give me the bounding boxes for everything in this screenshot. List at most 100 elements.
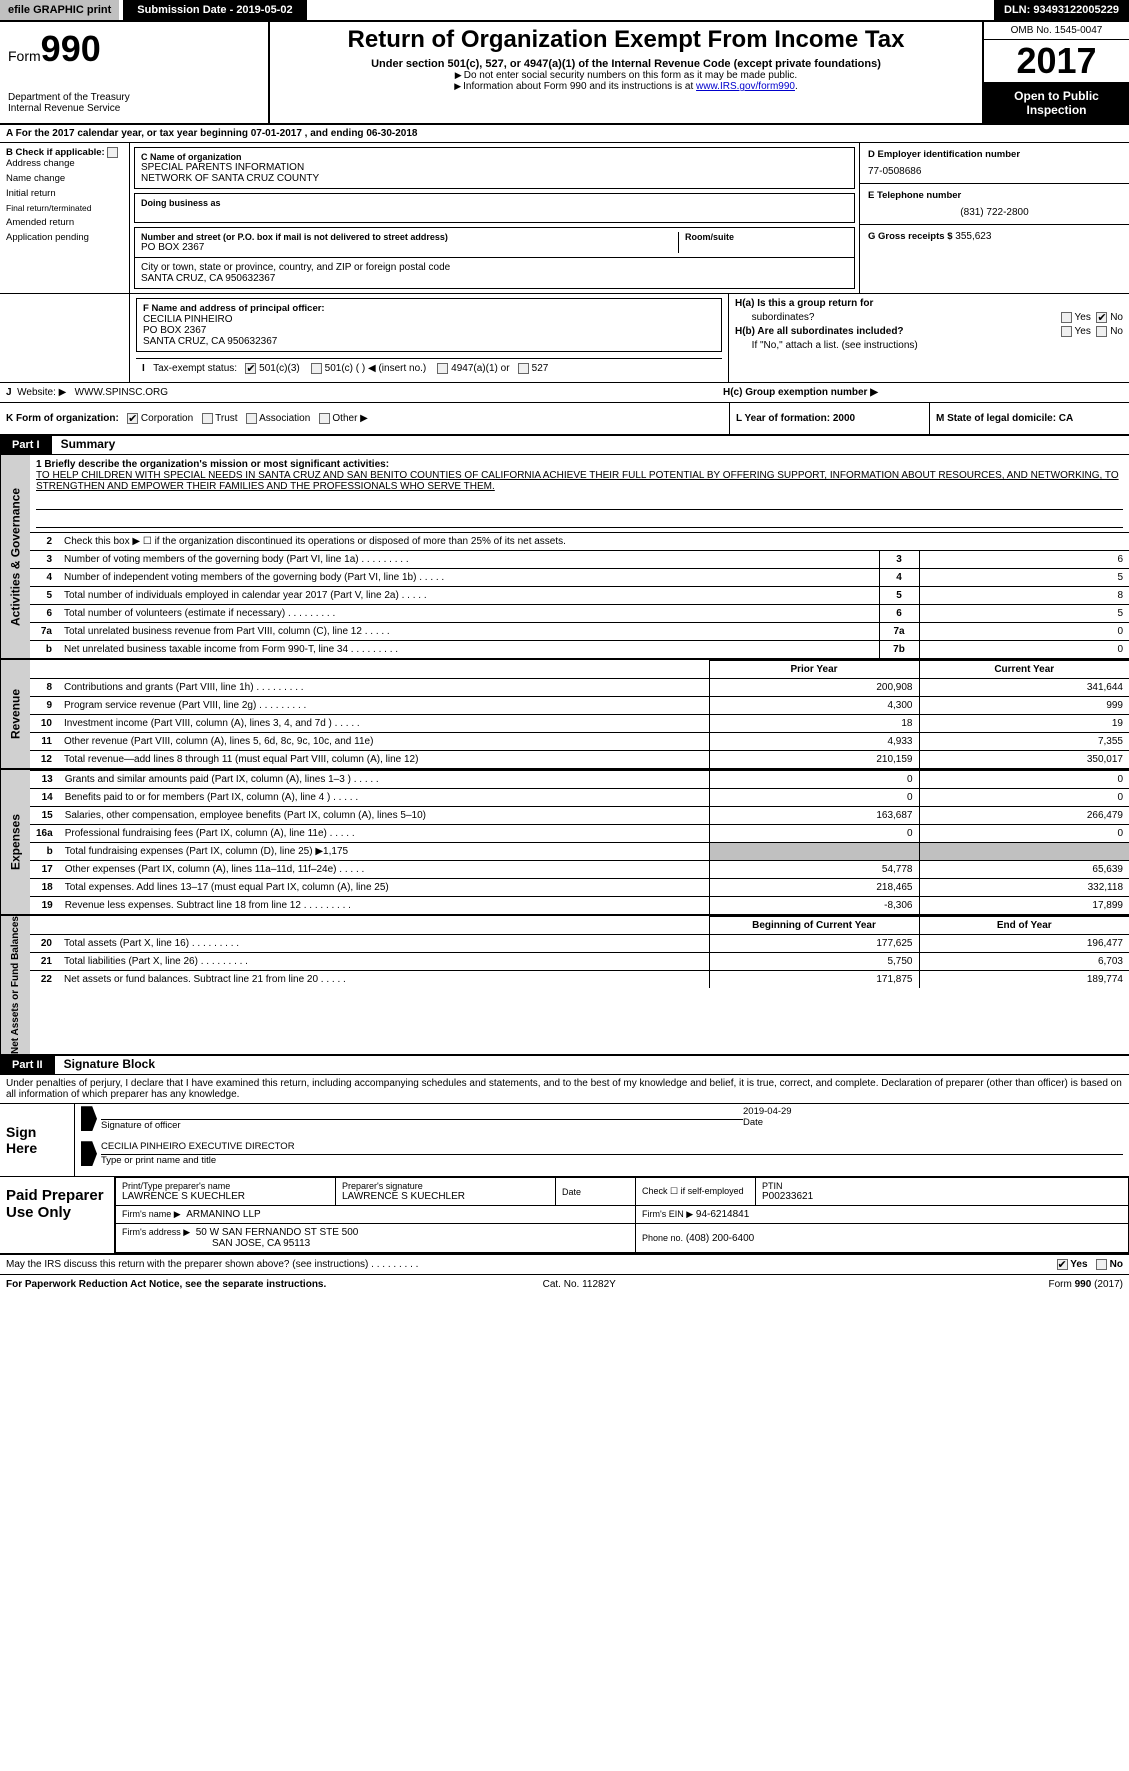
page-footer: For Paperwork Reduction Act Notice, see … (0, 1275, 1129, 1294)
chk-corp[interactable] (127, 413, 138, 424)
sign-here-label: Sign Here (0, 1104, 75, 1176)
sign-date-val: 2019-04-29 (743, 1106, 1123, 1117)
c-name2: NETWORK OF SANTA CRUZ COUNTY (141, 173, 848, 184)
irs-link[interactable]: www.IRS.gov/form990 (696, 81, 795, 92)
part1-badge: Part I (0, 436, 52, 454)
chk-address: Address change (6, 158, 123, 169)
row-a-period: A For the 2017 calendar year, or tax yea… (0, 125, 1129, 143)
col-c: C Name of organization SPECIAL PARENTS I… (130, 143, 859, 293)
dba-lbl: Doing business as (141, 198, 848, 208)
phone-val: (831) 722-2800 (868, 207, 1121, 218)
revenue-section: Revenue Prior YearCurrent Year 8Contribu… (0, 660, 1129, 770)
name-lbl: Type or print name and title (101, 1155, 1123, 1166)
side-netassets: Net Assets or Fund Balances (0, 916, 30, 1054)
chk-other[interactable] (319, 413, 330, 424)
l-year: L Year of formation: 2000 (729, 403, 929, 434)
h-column: H(a) Is this a group return for subordin… (729, 294, 1129, 382)
col-de: D Employer identification number 77-0508… (859, 143, 1129, 293)
submission-date: Submission Date - 2019-05-02 (123, 0, 306, 20)
ha-yes[interactable] (1061, 312, 1072, 323)
chk-501c3[interactable] (245, 363, 256, 374)
chk-pending: Application pending (6, 232, 123, 243)
firm-addr1: 50 W SAN FERNANDO ST STE 500 (196, 1227, 359, 1238)
c-name1: SPECIAL PARENTS INFORMATION (141, 162, 848, 173)
side-revenue: Revenue (0, 660, 30, 768)
discuss-row: May the IRS discuss this return with the… (0, 1255, 1129, 1275)
discuss-yes[interactable] (1057, 1259, 1068, 1270)
form-ref: Form 990 (2017) (1049, 1279, 1123, 1290)
sign-here-row: Sign Here Signature of officer 2019-04-2… (0, 1103, 1129, 1176)
sign-date-lbl: Date (743, 1117, 1123, 1128)
i-tax-status: I Tax-exempt status: 501(c)(3) 501(c) ( … (136, 358, 722, 378)
discuss-no[interactable] (1096, 1259, 1107, 1270)
dept2: Internal Revenue Service (8, 103, 260, 114)
c-name-lbl: C Name of organization (141, 152, 848, 162)
part1-header: Part I Summary (0, 436, 1129, 455)
fgh-row: F Name and address of principal officer:… (0, 294, 1129, 383)
fg-center: F Name and address of principal officer:… (130, 294, 729, 382)
header-center: Return of Organization Exempt From Incom… (270, 22, 984, 123)
tax-year: 2017 (984, 40, 1129, 83)
side-governance: Activities & Governance (0, 455, 30, 658)
firm-addr2: SAN JOSE, CA 95113 (212, 1238, 310, 1249)
part2-title: Signature Block (58, 1057, 155, 1071)
exp-table: 13Grants and similar amounts paid (Part … (30, 770, 1129, 914)
header-right: OMB No. 1545-0047 2017 Open to PublicIns… (984, 22, 1129, 123)
d-ein: D Employer identification number 77-0508… (860, 143, 1129, 184)
j-website-row: J Website: ▶ WWW.SPINSC.ORG H(c) Group e… (0, 383, 1129, 403)
checkbox[interactable] (107, 147, 118, 158)
street-box: Number and street (or P.O. box if mail i… (134, 227, 855, 258)
m-state: M State of legal domicile: CA (929, 403, 1129, 434)
chk-501c[interactable] (311, 363, 322, 374)
room-lbl: Room/suite (685, 232, 848, 242)
na-table: Beginning of Current YearEnd of Year 20T… (30, 916, 1129, 988)
expenses-section: Expenses 13Grants and similar amounts pa… (0, 770, 1129, 916)
chk-assoc[interactable] (246, 413, 257, 424)
hb-no[interactable] (1096, 326, 1107, 337)
firm-ein: 94-6214841 (696, 1209, 749, 1220)
form-number: 990 (41, 28, 101, 69)
penalty-text: Under penalties of perjury, I declare th… (0, 1075, 1129, 1103)
street-lbl: Number and street (or P.O. box if mail i… (141, 232, 678, 242)
form-prefix: Form (8, 48, 41, 64)
sign-arrow-icon (81, 1141, 97, 1166)
chk-trust[interactable] (202, 413, 213, 424)
org-name-box: C Name of organization SPECIAL PARENTS I… (134, 147, 855, 189)
k-row: K Form of organization: Corporation Trus… (0, 403, 1129, 436)
pra-notice: For Paperwork Reduction Act Notice, see … (6, 1279, 326, 1290)
part2-header: Part II Signature Block (0, 1056, 1129, 1075)
chk-initial: Initial return (6, 188, 123, 199)
form-subtitle: Under section 501(c), 527, or 4947(a)(1)… (280, 58, 972, 70)
note2: Information about Form 990 and its instr… (463, 81, 696, 92)
governance-section: Activities & Governance 1 Briefly descri… (0, 455, 1129, 660)
cat-no: Cat. No. 11282Y (543, 1279, 616, 1290)
mission-text: TO HELP CHILDREN WITH SPECIAL NEEDS IN S… (36, 470, 1123, 492)
chk-name: Name change (6, 173, 123, 184)
form-header: Form990 Department of the Treasury Inter… (0, 22, 1129, 125)
paid-table: Print/Type preparer's nameLAWRENCE S KUE… (115, 1177, 1129, 1253)
officer-addr2: SANTA CRUZ, CA 950632367 (143, 336, 715, 347)
header-left: Form990 Department of the Treasury Inter… (0, 22, 270, 123)
dln: DLN: 93493122005229 (994, 0, 1129, 20)
top-bar: efile GRAPHIC print Submission Date - 20… (0, 0, 1129, 22)
paid-preparer-row: Paid Preparer Use Only Print/Type prepar… (0, 1176, 1129, 1255)
chk-4947[interactable] (437, 363, 448, 374)
open-public: Open to PublicInspection (984, 83, 1129, 123)
gov-table: 2Check this box ▶ ☐ if the organization … (30, 532, 1129, 658)
firm-phone: (408) 200-6400 (686, 1233, 754, 1244)
omb: OMB No. 1545-0047 (984, 22, 1129, 40)
sig-officer-lbl: Signature of officer (101, 1120, 743, 1131)
part2-badge: Part II (0, 1056, 55, 1074)
preparer-name: LAWRENCE S KUECHLER (122, 1191, 329, 1202)
chk-final: Final return/terminated (6, 203, 123, 213)
chk-527[interactable] (518, 363, 529, 374)
ha-no[interactable] (1096, 312, 1107, 323)
street-val: PO BOX 2367 (141, 242, 678, 253)
b-hdr: Check if applicable: (16, 147, 105, 158)
hc-lbl: H(c) Group exemption number ▶ (723, 387, 878, 398)
discuss-text: May the IRS discuss this return with the… (6, 1259, 418, 1270)
g-gross: G Gross receipts $ 355,623 (860, 225, 1129, 248)
hb-yes[interactable] (1061, 326, 1072, 337)
f-officer: F Name and address of principal officer:… (136, 298, 722, 352)
ein-val: 77-0508686 (868, 166, 1121, 177)
